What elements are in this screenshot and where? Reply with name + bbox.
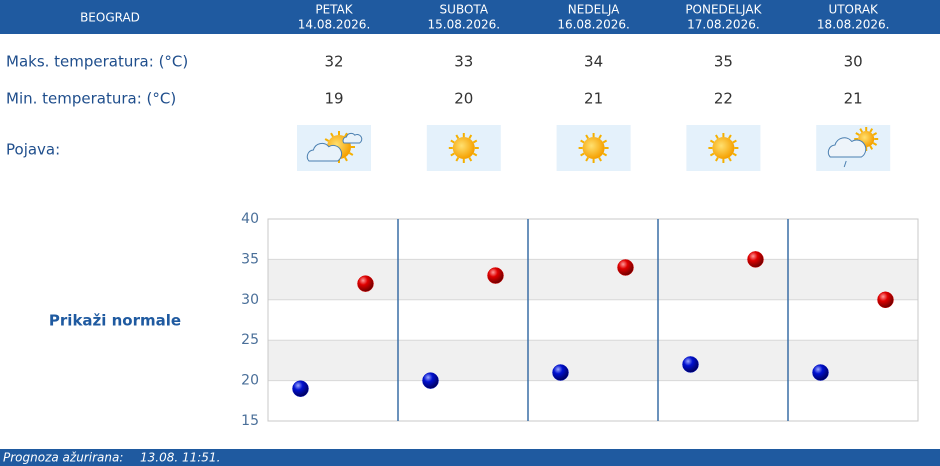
sun-ray <box>715 157 719 162</box>
sun-ray <box>728 157 732 162</box>
sun-ray <box>872 142 878 146</box>
sun-ray <box>472 139 478 144</box>
row-label: Pojava: <box>6 141 60 159</box>
max-point <box>617 259 634 276</box>
sun-ray <box>324 138 330 142</box>
day-date: 18.08.2026. <box>817 18 890 32</box>
sun-ray <box>732 139 737 144</box>
sun-ray <box>869 128 874 133</box>
min-point <box>422 372 439 389</box>
footer-bar <box>0 449 940 466</box>
sun-ray <box>732 152 737 157</box>
y-tick-label: 20 <box>241 373 259 389</box>
day-name: PONEDELJAK <box>685 3 762 17</box>
sun-ray <box>455 157 460 162</box>
sun-ray <box>728 134 732 139</box>
y-tick-label: 35 <box>241 251 259 267</box>
sun-ray <box>859 128 864 133</box>
sun-ray <box>468 157 473 162</box>
weather-icon <box>556 125 631 171</box>
day-name: PETAK <box>315 3 353 17</box>
max-point <box>877 291 894 309</box>
weather-icon <box>816 125 891 171</box>
y-tick-label: 30 <box>241 292 259 308</box>
cloud <box>342 132 363 144</box>
sun <box>452 137 475 159</box>
sun-ray <box>468 134 473 139</box>
day-date: 14.08.2026. <box>298 18 371 32</box>
day-name: NEDELJA <box>568 3 620 17</box>
min-temp: 19 <box>324 90 343 108</box>
plot-border <box>267 218 919 422</box>
sun-ray <box>344 156 348 162</box>
sun-ray <box>344 132 348 138</box>
rain <box>843 160 847 168</box>
max-temp: 35 <box>714 53 733 71</box>
sun-ray <box>450 139 455 144</box>
sun-ray <box>598 157 602 162</box>
sun <box>712 137 735 159</box>
footer-time: 13.08. 11:51. <box>140 451 220 465</box>
show-normals-link[interactable]: Prikaži normale <box>49 312 181 330</box>
min-temp: 21 <box>844 90 863 108</box>
weather-icon <box>297 125 371 171</box>
max-point <box>487 267 504 284</box>
day-date: 16.08.2026. <box>557 18 630 32</box>
sun-ray <box>585 157 589 162</box>
min-temp: 22 <box>714 90 733 108</box>
sun-ray <box>715 134 719 139</box>
sun-ray <box>450 152 455 157</box>
max-temp: 32 <box>324 53 343 71</box>
min-point <box>552 364 569 381</box>
min-point <box>682 356 699 373</box>
sun-ray <box>602 152 608 157</box>
max-temp: 33 <box>454 53 473 71</box>
sun-ray <box>872 132 878 136</box>
day-name: SUBOTA <box>440 3 489 17</box>
sun-ray <box>472 152 478 157</box>
header-bar <box>0 0 940 34</box>
max-point <box>747 251 764 268</box>
min-point <box>812 364 829 381</box>
cloud <box>306 142 343 162</box>
sun-ray <box>580 152 585 157</box>
row-label: Min. temperatura: (°C) <box>6 90 176 108</box>
y-tick-label: 15 <box>241 413 259 429</box>
sun-ray <box>580 139 585 144</box>
sun-ray <box>330 132 334 138</box>
max-temp: 30 <box>844 53 863 71</box>
sun-ray <box>598 134 602 139</box>
min-temp: 20 <box>454 90 473 108</box>
city: BEOGRAD <box>80 11 140 25</box>
day-date: 15.08.2026. <box>428 18 501 32</box>
y-tick-label: 40 <box>241 211 259 227</box>
min-temp: 21 <box>584 90 603 108</box>
min-point <box>292 380 309 397</box>
sun-ray <box>455 134 460 139</box>
day-name: UTORAK <box>828 3 879 17</box>
cloud <box>827 137 867 158</box>
y-tick-label: 25 <box>241 332 259 348</box>
sun-ray <box>585 134 589 139</box>
sun-ray <box>709 152 715 157</box>
sun-ray <box>602 139 608 144</box>
weather-icon <box>686 125 761 171</box>
sun <box>582 137 605 159</box>
sun-ray <box>709 139 715 144</box>
grid-band <box>268 259 918 300</box>
sun-ray <box>855 132 860 136</box>
grid-band <box>268 340 918 381</box>
row-label: Maks. temperatura: (°C) <box>6 53 188 71</box>
weather-icon <box>426 125 501 171</box>
max-temp: 34 <box>584 53 603 71</box>
day-date: 17.08.2026. <box>687 18 760 32</box>
sun-ray <box>348 152 354 156</box>
footer-label: Prognoza ažurirana: <box>3 451 123 465</box>
sun-ray <box>869 145 874 150</box>
max-point <box>357 275 374 292</box>
